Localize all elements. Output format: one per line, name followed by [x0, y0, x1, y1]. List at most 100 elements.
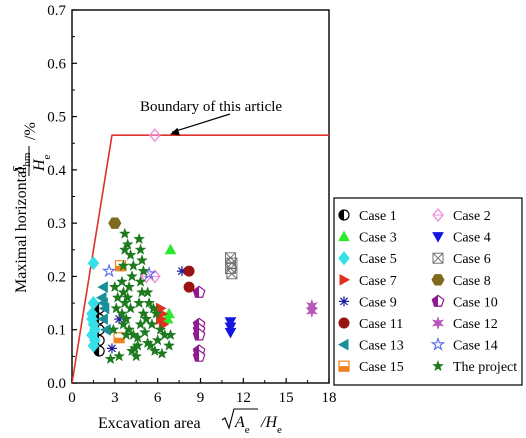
series-case-7	[156, 302, 170, 331]
legend-marker	[432, 232, 444, 243]
legend-marker	[431, 316, 445, 330]
legend-label: Case 3	[359, 231, 397, 246]
series-case-8	[108, 217, 122, 229]
data-point	[97, 281, 108, 293]
legend-marker	[431, 274, 445, 286]
x-axis-label-sqrt-term: Ae	[234, 414, 250, 436]
data-point	[116, 275, 128, 287]
legend-item: Case 11	[338, 317, 403, 332]
x-axis-label-sqrt-sign	[221, 408, 258, 430]
x-tick-label: 12	[236, 390, 251, 406]
legend-item: Case 13	[337, 338, 404, 354]
data-point	[134, 243, 147, 255]
data-point	[141, 286, 154, 298]
data-point	[131, 331, 144, 343]
data-point	[108, 217, 122, 229]
legend-marker	[430, 336, 446, 351]
boundary-line	[72, 134, 329, 383]
data-point	[134, 275, 147, 287]
y-axis-ticks: 0.0 0.1 0.2 0.3 0.4 0.5 0.6 0.7	[47, 3, 77, 392]
data-point	[224, 322, 237, 334]
data-point	[130, 350, 143, 362]
legend-item: The project	[432, 359, 517, 375]
data-point	[121, 238, 134, 250]
data-point	[133, 232, 146, 245]
x-tick-label: 0	[68, 390, 76, 406]
legend-item: Case 6	[432, 252, 491, 267]
data-point	[151, 334, 164, 346]
legend-label: Case 5	[359, 252, 397, 267]
legend-item: Case 7	[339, 274, 397, 289]
data-point	[108, 280, 121, 293]
data-point	[111, 291, 124, 303]
data-point	[101, 263, 117, 278]
legend-label: Case 7	[359, 274, 397, 289]
data-point	[87, 338, 100, 353]
data-point	[117, 318, 130, 330]
legend-marker	[432, 252, 444, 264]
data-point	[163, 339, 176, 351]
y-tick-label: 0.1	[47, 323, 66, 339]
data-point	[120, 312, 133, 325]
data-point	[192, 285, 206, 298]
data-point	[148, 344, 161, 357]
x-tick-label: 9	[197, 390, 205, 406]
legend-marker	[338, 251, 350, 266]
x-tick-label: 6	[154, 390, 162, 406]
legend-label: Case 4	[453, 231, 491, 246]
x-axis-label-denominator: /He	[260, 414, 282, 436]
legend-label: Case 14	[453, 339, 498, 354]
legend-label: Case 9	[359, 295, 397, 310]
x-tick-label: 15	[279, 390, 294, 406]
data-point	[137, 307, 150, 319]
x-axis-ticks: 0 3 6 9 12 15 18	[68, 378, 337, 406]
legend-item: Case 5	[338, 251, 397, 267]
legend-marker	[337, 338, 349, 351]
data-point	[113, 350, 126, 362]
data-point	[136, 254, 148, 266]
data-point	[133, 296, 146, 309]
legend-label: Case 1	[359, 209, 397, 224]
legend-item: Case 14	[430, 336, 498, 354]
series-the-project	[104, 227, 177, 365]
legend-marker	[338, 209, 350, 221]
data-point	[164, 328, 177, 341]
boundary-annotation-arrow	[171, 113, 231, 133]
series-case-10	[192, 285, 206, 362]
data-point	[305, 304, 318, 319]
data-point	[192, 349, 206, 362]
legend-marker	[338, 360, 350, 372]
legend: Case 1 Case 2 Case 3 Case 4 Case 5 Case 6 Case…	[337, 207, 517, 375]
data-point	[110, 302, 123, 314]
series-case-12	[305, 298, 318, 319]
x-axis-label-main: Excavation area	[98, 415, 201, 432]
data-point	[164, 243, 177, 255]
legend-label: The project	[453, 360, 517, 375]
y-axis-label-main: Maximal horizontal	[13, 166, 30, 293]
data-point	[147, 302, 160, 314]
series-case-3	[161, 243, 177, 324]
y-axis-label-unit: /%	[22, 122, 39, 140]
data-point	[97, 313, 108, 325]
legend-item: Case 1	[338, 209, 397, 224]
legend-marker	[431, 294, 445, 307]
data-point	[150, 307, 163, 319]
legend-marker	[432, 207, 444, 223]
legend-label: Case 13	[359, 339, 404, 354]
legend-box	[333, 197, 523, 386]
series-case-6	[224, 252, 238, 280]
y-axis-label-numerator: δhm	[11, 152, 33, 174]
data-point	[140, 312, 153, 325]
legend-item: Case 4	[432, 231, 491, 246]
data-point	[121, 291, 134, 303]
legend-item: Case 10	[431, 294, 498, 310]
data-points	[86, 128, 318, 365]
data-point	[117, 286, 130, 298]
data-point	[120, 328, 133, 341]
data-point	[156, 347, 168, 359]
data-point	[226, 268, 238, 280]
legend-marker	[338, 230, 350, 242]
legend-label: Case 12	[453, 317, 498, 332]
series-case-13	[95, 281, 111, 336]
